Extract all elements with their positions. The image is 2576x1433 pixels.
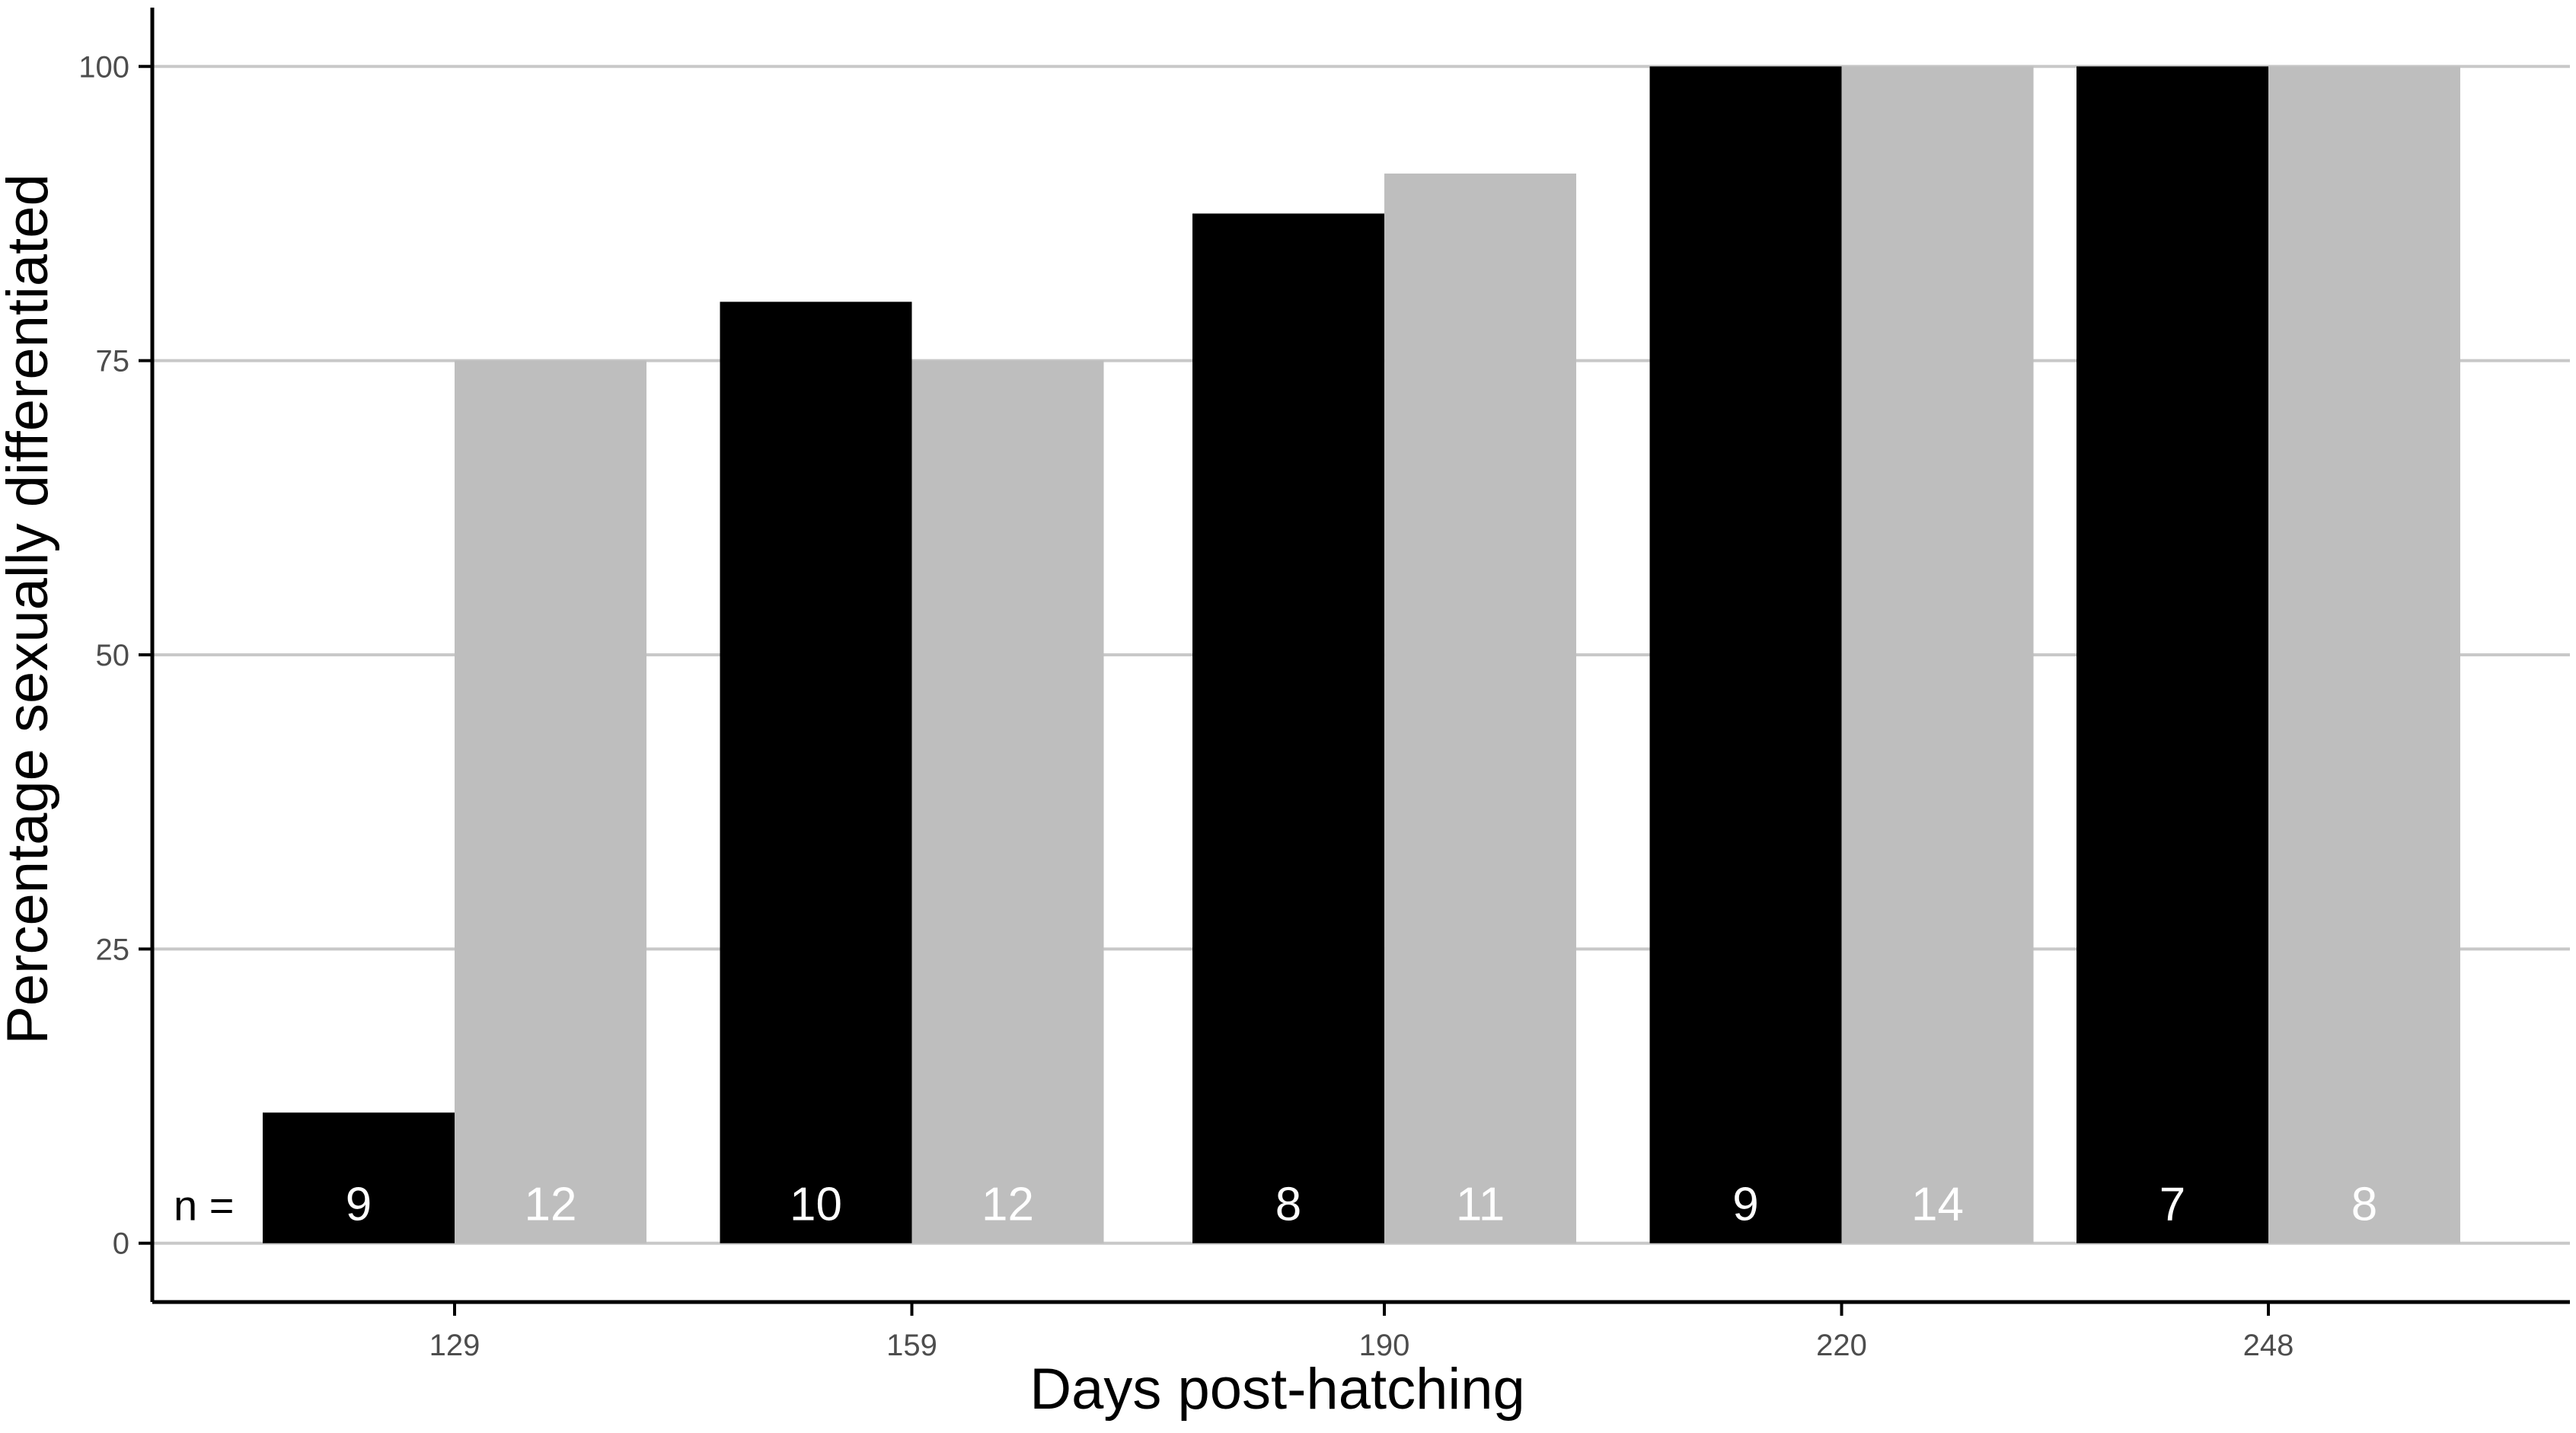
y-tick-label-50: 50 <box>96 639 130 672</box>
bar-220-series-1 <box>1649 66 1842 1243</box>
y-axis-title: Percentage sexually differentiated <box>0 174 60 1045</box>
x-tick-label-220: 220 <box>1816 1329 1867 1362</box>
x-tick-label-190: 190 <box>1359 1329 1410 1362</box>
bar-159-series-2 <box>911 360 1104 1243</box>
x-tick-labels: 129 159 190 220 248 <box>429 1302 2294 1362</box>
n-label-190-series-1: 8 <box>1275 1179 1301 1231</box>
x-tick-label-248: 248 <box>2243 1329 2294 1362</box>
bar-220-series-2 <box>1841 66 2034 1243</box>
bar-190-series-2 <box>1384 173 1577 1243</box>
y-tick-labels: 0 25 50 75 100 <box>78 50 152 1261</box>
n-label-248-series-1: 7 <box>2159 1179 2185 1231</box>
bar-labels: 9 12 10 12 8 11 9 14 7 8 <box>346 1179 2377 1231</box>
y-tick-label-0: 0 <box>113 1227 129 1261</box>
n-label-129-series-2: 12 <box>525 1179 577 1231</box>
y-tick-label-100: 100 <box>78 50 129 84</box>
bar-129-series-1 <box>263 1112 455 1243</box>
bar-248-series-2 <box>2268 66 2460 1243</box>
n-prefix-label: n = <box>174 1182 234 1230</box>
n-label-159-series-2: 12 <box>982 1179 1034 1231</box>
x-tick-label-159: 159 <box>886 1329 937 1362</box>
n-label-129-series-1: 9 <box>346 1179 372 1231</box>
y-tick-label-25: 25 <box>96 933 130 966</box>
bar-248-series-1 <box>2076 66 2268 1243</box>
y-tick-label-75: 75 <box>96 345 130 378</box>
bar-190-series-1 <box>1192 213 1385 1243</box>
n-label-190-series-2: 11 <box>1456 1179 1505 1231</box>
bar-159-series-1 <box>720 302 912 1243</box>
n-label-220-series-2: 14 <box>1911 1179 1964 1231</box>
bars <box>263 66 2460 1243</box>
bar-129-series-2 <box>455 360 646 1243</box>
x-tick-label-129: 129 <box>429 1329 480 1362</box>
n-label-248-series-2: 8 <box>2351 1179 2377 1231</box>
n-label-159-series-1: 10 <box>790 1179 842 1231</box>
n-label-220-series-1: 9 <box>1732 1179 1758 1231</box>
x-axis-title: Days post-hatching <box>1029 1357 1525 1422</box>
